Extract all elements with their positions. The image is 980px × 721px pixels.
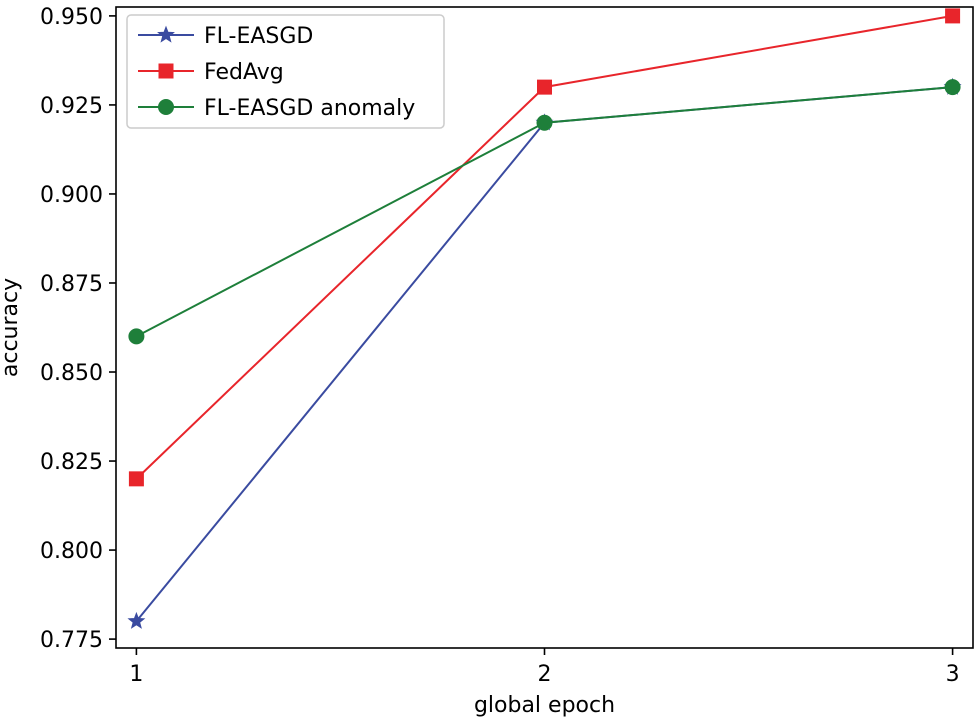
- data-point-fedavg: [537, 79, 552, 95]
- x-tick-label: 2: [538, 662, 552, 687]
- y-tick-label: 0.850: [40, 361, 103, 386]
- series-fl-easgd-anomaly: [128, 79, 961, 345]
- axes: 0.775 0.800 0.825 0.850 0.875 0.900 0.925 0.950…: [40, 5, 974, 687]
- legend-item-fl-easgd-anomaly: FL-EASGD anomaly: [138, 96, 415, 121]
- legend-box: [126, 14, 445, 129]
- legend-label: FL-EASGD anomaly: [204, 96, 415, 121]
- y-tick-label: 0.900: [40, 183, 103, 208]
- plot-area: [127, 8, 962, 629]
- data-point-fl-easgd-anomaly: [536, 114, 553, 131]
- legend-label: FedAvg: [204, 60, 284, 85]
- series-fl-easgd: [127, 77, 962, 629]
- series-line-fl-easgd: [135, 86, 953, 622]
- data-point-fl-easgd-anomaly: [128, 328, 145, 345]
- y-tick-label: 0.875: [40, 272, 103, 297]
- y-tick-label: 0.950: [40, 5, 103, 30]
- y-tick-label: 0.825: [40, 450, 103, 475]
- legend: FL-EASGD FedAvg FL-EASGD anomaly: [126, 14, 445, 129]
- data-point-fl-easgd-anomaly: [944, 79, 961, 96]
- series-fedavg: [128, 8, 961, 487]
- y-tick-label: 0.800: [40, 539, 103, 564]
- data-point-fl-easgd: [127, 611, 146, 629]
- legend-marker: [157, 25, 175, 43]
- y-axis-label: accuracy: [0, 278, 23, 377]
- legend-item-fedavg: FedAvg: [138, 60, 284, 85]
- data-point-fedavg: [128, 471, 144, 487]
- legend-marker: [158, 63, 174, 79]
- legend-marker: [158, 99, 174, 115]
- legend-item-fl-easgd: FL-EASGD: [138, 24, 313, 49]
- x-tick-label: 1: [129, 662, 143, 687]
- y-tick-label: 0.775: [40, 628, 103, 653]
- x-tick-label: 3: [946, 662, 960, 687]
- data-point-fedavg: [945, 8, 961, 24]
- legend-label: FL-EASGD: [204, 24, 313, 49]
- x-axis-label: global epoch: [474, 693, 615, 718]
- y-tick-label: 0.925: [40, 94, 103, 119]
